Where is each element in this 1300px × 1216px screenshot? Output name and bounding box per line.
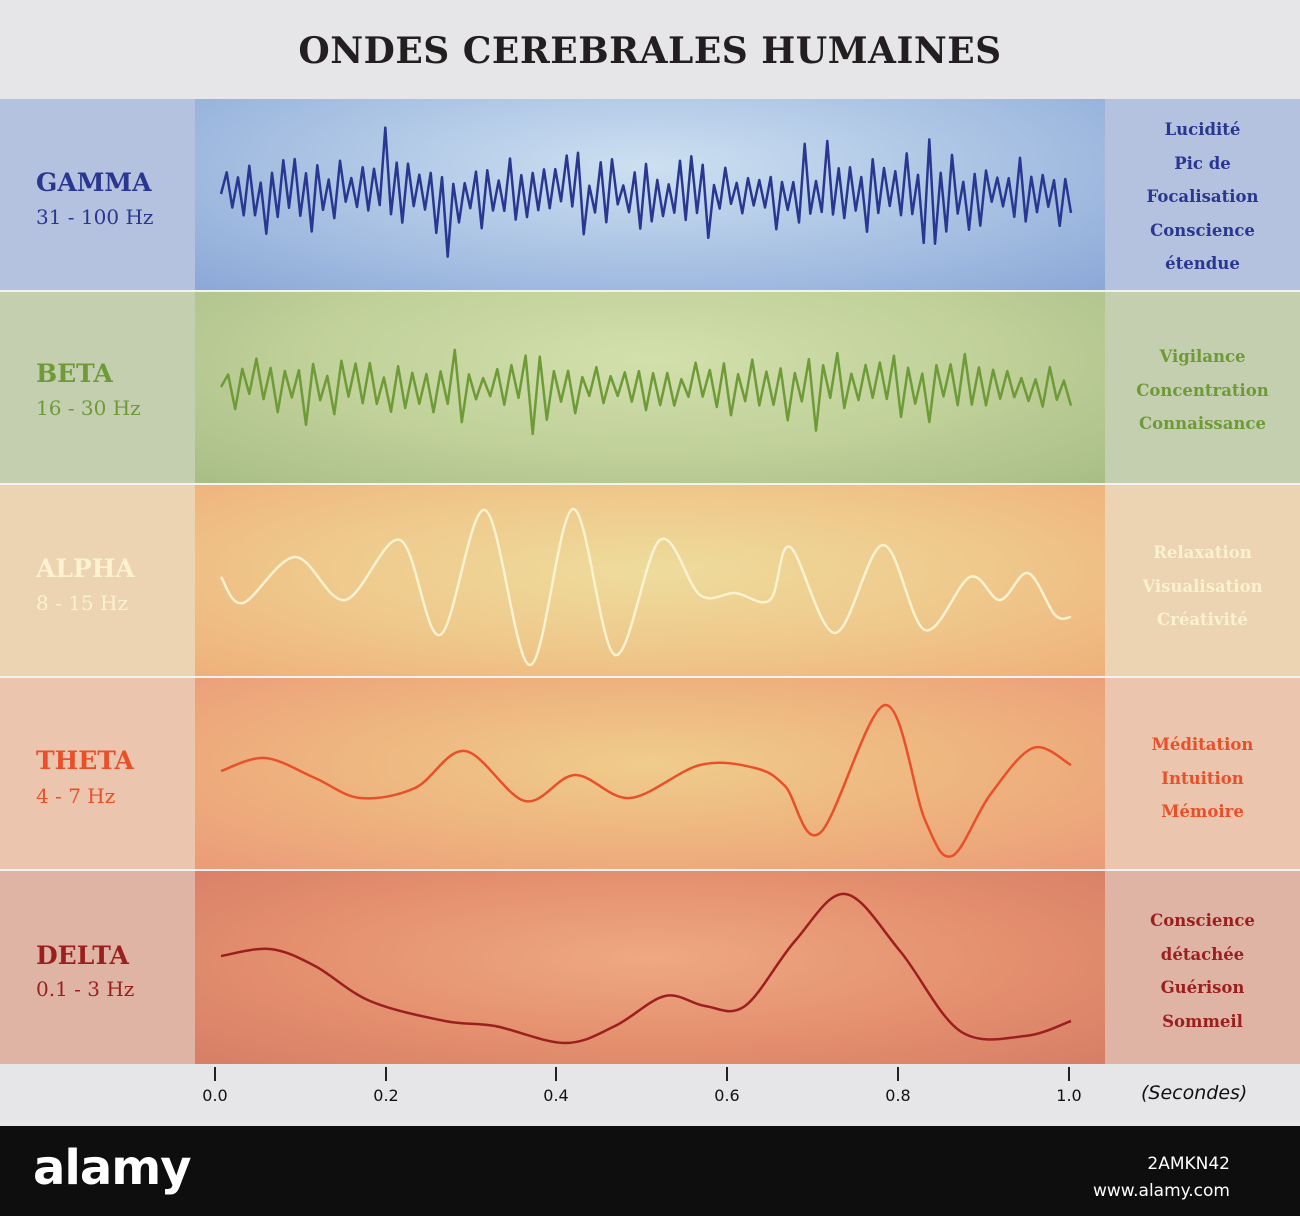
- property-item: Mémoire: [1161, 802, 1244, 822]
- alamy-logo: alamy: [33, 1140, 192, 1196]
- wave-panel: [195, 485, 1105, 676]
- watermark-footer: alamy 2AMKN42 www.alamy.com: [0, 1126, 1300, 1216]
- properties-list: Relaxation Visualisation Créativité: [1105, 536, 1300, 637]
- property-item: Connaissance: [1139, 414, 1266, 434]
- band-properties-panel: Vigilance Concentration Connaissance: [1105, 292, 1300, 483]
- band-delta: DELTA 0.1 - 3 Hz Conscience détachée Gué…: [0, 871, 1300, 1064]
- site-url: www.alamy.com: [1092, 1181, 1230, 1201]
- properties-list: Conscience détachée Guérison Sommeil: [1105, 904, 1300, 1038]
- property-item: Conscience: [1150, 911, 1255, 930]
- wave-range: 16 - 30 Hz: [36, 396, 141, 420]
- theta-wave: [220, 703, 1072, 858]
- band-properties-panel: Conscience détachée Guérison Sommeil: [1105, 871, 1300, 1064]
- property-item: Concentration: [1136, 380, 1269, 400]
- property-item: Sommeil: [1162, 1011, 1243, 1031]
- wave-range: 0.1 - 3 Hz: [36, 977, 135, 1001]
- band-properties-panel: Relaxation Visualisation Créativité: [1105, 485, 1300, 676]
- wave-range: 31 - 100 Hz: [36, 205, 154, 229]
- divider: [0, 869, 1300, 871]
- property-item: Vigilance: [1159, 347, 1246, 366]
- band-alpha: ALPHA 8 - 15 Hz Relaxation Visualisation…: [0, 485, 1300, 676]
- band-label-panel: BETA 16 - 30 Hz: [0, 292, 195, 483]
- axis-tick: [1068, 1067, 1070, 1081]
- delta-wave: [220, 892, 1072, 1045]
- band-properties-panel: Lucidité Pic de Focalisation Conscience …: [1105, 99, 1300, 290]
- axis-tick-label: 0.8: [885, 1086, 911, 1105]
- property-item: Conscience: [1150, 220, 1255, 240]
- axis-tick: [214, 1067, 216, 1081]
- wave-panel: [195, 871, 1105, 1064]
- band-label-panel: DELTA 0.1 - 3 Hz: [0, 871, 195, 1064]
- axis-tick: [726, 1067, 728, 1081]
- axis-tick-label: 0.4: [543, 1086, 569, 1105]
- axis-tick-label: 0.6: [714, 1086, 740, 1105]
- wave-range: 8 - 15 Hz: [36, 591, 128, 615]
- wave-name: THETA: [36, 746, 134, 775]
- wave-range: 4 - 7 Hz: [36, 784, 116, 808]
- property-item: Méditation: [1151, 735, 1254, 754]
- properties-list: Lucidité Pic de Focalisation Conscience …: [1105, 113, 1300, 281]
- wave-panel: [195, 678, 1105, 869]
- property-item: Lucidité: [1164, 120, 1241, 139]
- axis-tick: [385, 1067, 387, 1081]
- axis-tick: [555, 1067, 557, 1081]
- property-item: Relaxation: [1153, 543, 1252, 562]
- property-item: étendue: [1165, 254, 1240, 274]
- beta-wave: [219, 348, 1073, 436]
- axis-tick: [897, 1067, 899, 1081]
- properties-list: Méditation Intuition Mémoire: [1105, 728, 1300, 829]
- band-label-panel: ALPHA 8 - 15 Hz: [0, 485, 195, 676]
- axis-unit-label: (Secondes): [1141, 1082, 1248, 1104]
- properties-list: Vigilance Concentration Connaissance: [1105, 340, 1300, 441]
- axis-tick-label: 0.0: [202, 1086, 228, 1105]
- band-label-panel: GAMMA 31 - 100 Hz: [0, 99, 195, 290]
- wave-name: GAMMA: [36, 168, 152, 197]
- divider: [0, 290, 1300, 292]
- property-item: Guérison: [1160, 978, 1245, 998]
- property-item: Créativité: [1157, 610, 1248, 630]
- property-item: Visualisation: [1142, 576, 1263, 596]
- gamma-wave: [219, 126, 1073, 258]
- band-properties-panel: Méditation Intuition Mémoire: [1105, 678, 1300, 869]
- property-item: Pic de: [1174, 153, 1231, 173]
- property-item: Intuition: [1161, 768, 1244, 788]
- property-item: détachée: [1160, 944, 1245, 964]
- band-label-panel: THETA 4 - 7 Hz: [0, 678, 195, 869]
- image-id: 2AMKN42: [1147, 1154, 1230, 1174]
- alpha-wave: [219, 507, 1072, 667]
- divider: [0, 676, 1300, 678]
- band-beta: BETA 16 - 30 Hz Vigilance Concentration …: [0, 292, 1300, 483]
- wave-name: ALPHA: [36, 554, 135, 583]
- axis-tick-label: 0.2: [373, 1086, 399, 1105]
- wave-name: BETA: [36, 359, 113, 388]
- time-axis: 0.0 0.2 0.4 0.6 0.8 1.0 (Secondes): [0, 1064, 1300, 1126]
- page-title: ONDES CEREBRALES HUMAINES: [298, 30, 1002, 72]
- divider: [0, 483, 1300, 485]
- band-gamma: GAMMA 31 - 100 Hz Lucidité Pic de Focali…: [0, 99, 1300, 290]
- axis-tick-label: 1.0: [1056, 1086, 1082, 1105]
- wave-name: DELTA: [36, 941, 129, 970]
- band-theta: THETA 4 - 7 Hz Méditation Intuition Mémo…: [0, 678, 1300, 869]
- property-item: Focalisation: [1146, 187, 1259, 207]
